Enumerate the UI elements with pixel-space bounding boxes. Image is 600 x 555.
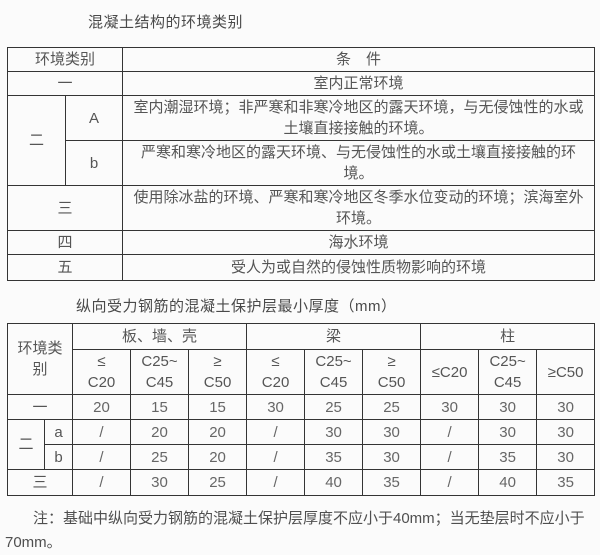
condition-cell: 海水环境 xyxy=(122,230,596,255)
value-cell: 30 xyxy=(130,469,190,496)
value-cell: / xyxy=(420,444,480,470)
env-category-cell: 一 xyxy=(6,394,74,420)
env-category-cell: 二 xyxy=(7,95,66,186)
value-cell: 35 xyxy=(478,444,538,470)
table1-title: 混凝土结构的环境类别 xyxy=(88,14,244,31)
value-cell: 35 xyxy=(536,469,596,496)
table-row: 三 / 30 25 / 40 35 / 40 35 xyxy=(6,469,596,496)
value-cell: 15 xyxy=(188,394,248,420)
table-row: 五 受人为或自然的侵蚀性质物影响的环境 xyxy=(6,254,596,281)
value-cell: 20 xyxy=(72,394,132,420)
value-cell: 40 xyxy=(304,469,364,496)
value-cell: 15 xyxy=(130,394,190,420)
value-cell: 30 xyxy=(362,419,422,445)
value-cell: 25 xyxy=(188,469,248,496)
value-cell: / xyxy=(420,419,480,445)
table-row: b / 25 20 / 35 30 / 35 30 xyxy=(8,444,596,470)
group-header-beam: 梁 xyxy=(246,323,422,350)
env-category-header: 环境类别 xyxy=(6,47,124,72)
table-row: 四 海水环境 xyxy=(6,230,596,255)
env-category-cell: 三 xyxy=(6,469,74,496)
env-category-header: 环境类 别 xyxy=(6,323,74,395)
value-cell: 30 xyxy=(536,394,596,420)
value-cell: 25 xyxy=(304,394,364,420)
env-category-cell: 三 xyxy=(6,185,124,231)
table-row: 一 室内正常环境 xyxy=(6,71,596,96)
table-row: 二 a / 20 20 / 30 30 / 30 30 xyxy=(7,419,596,470)
value-cell: 20 xyxy=(188,444,248,470)
table2-grade-header-row: ≤ C20 C25~ C45 ≥ C50 ≤ C20 C25~ C45 ≥ C5… xyxy=(8,349,596,395)
value-cell: / xyxy=(72,469,132,496)
footnote-line-1: 注：基础中纵向受力钢筋的混凝土保护层厚度不应小于40mm；当无垫层时不应小于 xyxy=(33,510,585,527)
condition-cell: 室内潮湿环境；非严寒和非寒冷地区的露天环境，与无侵蚀性的水或土壤直接接触的环境。 xyxy=(122,95,596,141)
footnote-line-2: 70mm。 xyxy=(5,534,62,551)
table-row: 三 使用除冰盐的环境、严寒和寒冷地区冬季水位变动的环境；滨海室外环境。 xyxy=(6,185,596,231)
grade-header: ≤ C20 xyxy=(72,349,132,395)
condition-cell: 严寒和寒冷地区的露天环境、与无侵蚀性的水或土壤直接接触的环境。 xyxy=(122,140,596,186)
value-cell: 35 xyxy=(362,469,422,496)
grade-header: ≥ C50 xyxy=(362,349,422,395)
value-cell: 40 xyxy=(478,469,538,496)
value-cell: 30 xyxy=(304,419,364,445)
value-cell: 25 xyxy=(130,444,190,470)
value-cell: 35 xyxy=(304,444,364,470)
value-cell: 30 xyxy=(478,419,538,445)
grade-header: C25~ C45 xyxy=(478,349,538,395)
env-subcategory-cell: b xyxy=(64,140,124,186)
table2-title: 纵向受力钢筋的混凝土保护层最小厚度（mm） xyxy=(76,298,397,315)
value-cell: 30 xyxy=(478,394,538,420)
value-cell: / xyxy=(246,444,306,470)
value-cell: 30 xyxy=(536,419,596,445)
env-category-cell: 五 xyxy=(6,254,124,281)
condition-header: 条 件 xyxy=(122,47,596,72)
env-subcategory-cell: A xyxy=(64,95,124,141)
condition-cell: 室内正常环境 xyxy=(122,71,596,96)
value-cell: / xyxy=(420,469,480,496)
value-cell: 30 xyxy=(536,444,596,470)
environment-category-table: 环境类别 条 件 一 室内正常环境 二 A 室内潮湿环境；非严寒和非寒冷地区的露… xyxy=(6,47,596,281)
value-cell: 25 xyxy=(362,394,422,420)
condition-cell: 受人为或自然的侵蚀性质物影响的环境 xyxy=(122,254,596,281)
value-cell: 20 xyxy=(130,419,190,445)
env-subcategory-cell: b xyxy=(43,444,74,470)
grade-header: ≤C20 xyxy=(420,349,480,395)
env-category-cell: 二 xyxy=(7,419,45,470)
grade-header: ≥C50 xyxy=(536,349,596,395)
footnote: 注：基础中纵向受力钢筋的混凝土保护层厚度不应小于40mm；当无垫层时不应小于 7… xyxy=(5,507,594,555)
cover-thickness-table: 环境类 别 板、墙、壳 梁 柱 ≤ C20 C25~ C45 ≥ C50 ≤ C… xyxy=(6,323,596,496)
env-subcategory-cell: a xyxy=(43,419,74,445)
condition-cell: 使用除冰盐的环境、严寒和寒冷地区冬季水位变动的环境；滨海室外环境。 xyxy=(122,185,596,231)
group-header-column: 柱 xyxy=(420,323,596,350)
value-cell: / xyxy=(72,444,132,470)
table-row: b 严寒和寒冷地区的露天环境、与无侵蚀性的水或土壤直接接触的环境。 xyxy=(8,140,596,186)
value-cell: / xyxy=(246,469,306,496)
grade-header: ≥ C50 xyxy=(188,349,248,395)
env-category-cell: 四 xyxy=(6,230,124,255)
value-cell: 30 xyxy=(246,394,306,420)
table2-group-header-row: 环境类 别 板、墙、壳 梁 柱 xyxy=(6,323,596,395)
grade-header: C25~ C45 xyxy=(130,349,190,395)
group-header-slab-wall-shell: 板、墙、壳 xyxy=(72,323,248,350)
grade-header: ≤ C20 xyxy=(246,349,306,395)
value-cell: 30 xyxy=(362,444,422,470)
table-row: 二 A 室内潮湿环境；非严寒和非寒冷地区的露天环境，与无侵蚀性的水或土壤直接接触… xyxy=(7,95,596,186)
page: 混凝土结构的环境类别 环境类别 条 件 一 室内正常环境 二 A 室内潮湿环境；… xyxy=(5,14,596,551)
value-cell: / xyxy=(72,419,132,445)
grade-header: C25~ C45 xyxy=(304,349,364,395)
value-cell: / xyxy=(246,419,306,445)
value-cell: 30 xyxy=(420,394,480,420)
value-cell: 20 xyxy=(188,419,248,445)
table1-header-row: 环境类别 条 件 xyxy=(6,47,596,72)
table-row: 一 20 15 15 30 25 25 30 30 30 xyxy=(6,394,596,420)
env-category-cell: 一 xyxy=(6,71,124,96)
